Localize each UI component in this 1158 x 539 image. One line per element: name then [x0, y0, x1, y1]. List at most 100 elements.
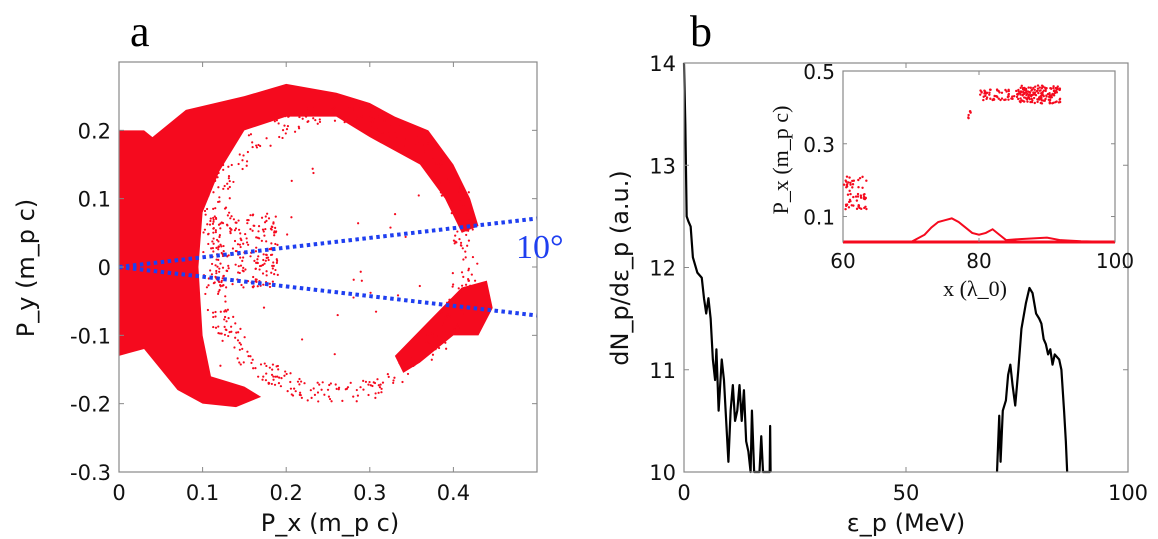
scatter-point: [433, 332, 436, 335]
scatter-point: [263, 362, 266, 365]
scatter-point: [222, 283, 225, 287]
inset-scatter-point: [1057, 101, 1061, 104]
scatter-point: [445, 317, 448, 320]
scatter-point: [315, 113, 318, 116]
inset-scatter-point: [1034, 85, 1037, 88]
scatter-point: [211, 240, 214, 243]
scatter-point: [209, 219, 212, 223]
scatter-point: [459, 241, 463, 244]
scatter-point: [276, 243, 279, 246]
scatter-point: [220, 251, 223, 255]
inset-scatter-point: [1056, 87, 1059, 91]
scatter-point: [353, 110, 356, 113]
scatter-point: [222, 250, 225, 253]
scatter-point: [352, 296, 355, 299]
inset-scatter-point: [1003, 98, 1006, 102]
dense-scatter-region: [119, 83, 479, 408]
scatter-point: [357, 222, 360, 225]
scatter-point: [425, 168, 428, 171]
scatter-point: [215, 272, 218, 275]
scatter-point: [455, 321, 458, 324]
scatter-point: [456, 230, 459, 233]
scatter-point: [286, 125, 290, 128]
inset-scatter-point: [859, 196, 863, 199]
scatter-point: [283, 374, 286, 377]
scatter-point: [247, 134, 251, 137]
inset-scatter-point: [993, 94, 996, 98]
scatter-point: [352, 278, 355, 281]
scatter-point: [458, 238, 461, 241]
scatter-point: [203, 209, 207, 213]
scatter-point: [237, 162, 240, 166]
scatter-point: [267, 217, 271, 220]
scatter-point: [239, 232, 242, 235]
inset-scatter-point: [852, 179, 856, 182]
scatter-point: [354, 123, 357, 126]
panel-a-label: a: [130, 7, 150, 56]
scatter-point: [273, 120, 276, 123]
scatter-point: [212, 191, 215, 194]
inset-scatter-point: [999, 98, 1002, 102]
y-tick-label: -0.2: [70, 393, 111, 417]
y-tick-label: 0.1: [803, 206, 835, 230]
scatter-point: [306, 399, 309, 402]
scatter-point: [251, 145, 254, 149]
scatter-point: [223, 310, 226, 313]
inset-scatter-point: [1033, 91, 1037, 94]
scatter-point: [212, 220, 215, 223]
scatter-point: [392, 381, 395, 385]
scatter-point: [294, 110, 297, 113]
inset-scatter-point: [982, 98, 985, 102]
inset-scatter-point: [1026, 100, 1029, 103]
scatter-point: [299, 394, 302, 397]
scatter-point: [300, 380, 303, 383]
scatter-point: [440, 325, 443, 328]
scatter-point: [316, 111, 319, 115]
scatter-point: [451, 285, 454, 288]
scatter-point: [251, 229, 254, 232]
scatter-point: [226, 187, 230, 190]
scatter-point: [440, 158, 443, 161]
scatter-point: [246, 350, 249, 353]
scatter-point: [247, 355, 250, 358]
inset-scatter-point: [1016, 93, 1019, 96]
scatter-point: [257, 255, 260, 258]
inset-scatter-point: [1030, 97, 1033, 101]
scatter-point: [374, 392, 377, 395]
scatter-point: [417, 194, 420, 197]
scatter-point: [456, 324, 459, 327]
scatter-point: [241, 259, 244, 262]
scatter-point: [242, 361, 245, 364]
scatter-point: [464, 256, 467, 259]
scatter-point: [393, 213, 397, 216]
scatter-point: [438, 167, 442, 170]
inset-scatter-point: [1026, 90, 1030, 93]
scatter-point: [212, 216, 215, 220]
scatter-point: [318, 383, 321, 386]
angle-annotation: 10°: [516, 229, 564, 266]
y-tick-label: 14: [649, 52, 676, 76]
scatter-point: [462, 275, 465, 278]
scatter-point: [222, 163, 225, 167]
scatter-point: [231, 247, 235, 250]
scatter-point: [218, 200, 221, 203]
scatter-point: [430, 358, 433, 361]
scatter-point: [416, 141, 419, 145]
inset-scatter-point: [1045, 95, 1048, 98]
spectrum-line: [995, 286, 1069, 473]
scatter-point: [380, 391, 383, 394]
inset-scatter-point: [1039, 89, 1042, 92]
scatter-point: [253, 224, 256, 227]
scatter-point: [454, 234, 457, 237]
scatter-point: [237, 265, 240, 268]
scatter-point: [450, 298, 453, 301]
scatter-point: [426, 140, 430, 143]
scatter-point: [258, 268, 261, 271]
scatter-point: [410, 357, 414, 360]
scatter-point: [371, 120, 374, 123]
scatter-point: [278, 376, 281, 379]
scatter-point: [332, 110, 335, 113]
scatter-point: [245, 237, 248, 240]
scatter-point: [471, 211, 475, 214]
